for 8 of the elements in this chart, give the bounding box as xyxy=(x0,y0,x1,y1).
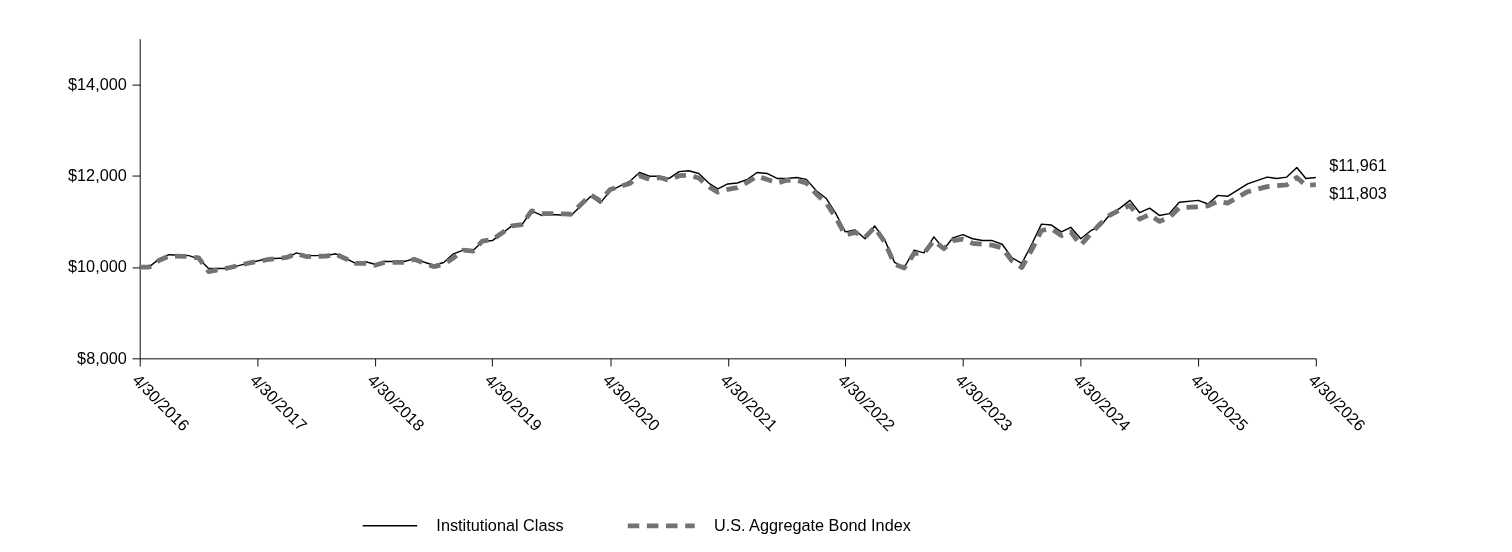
annotation: $11,803 xyxy=(1329,184,1387,203)
y-tick-label: $12,000 xyxy=(68,165,127,184)
legend-label: U.S. Aggregate Bond Index xyxy=(713,515,911,534)
y-tick-label: $8,000 xyxy=(77,348,127,367)
annotation: $11,961 xyxy=(1329,155,1387,174)
y-tick-label: $10,000 xyxy=(68,257,127,276)
legend-label: Institutional Class xyxy=(436,515,564,534)
y-tick-label: $14,000 xyxy=(68,74,127,93)
